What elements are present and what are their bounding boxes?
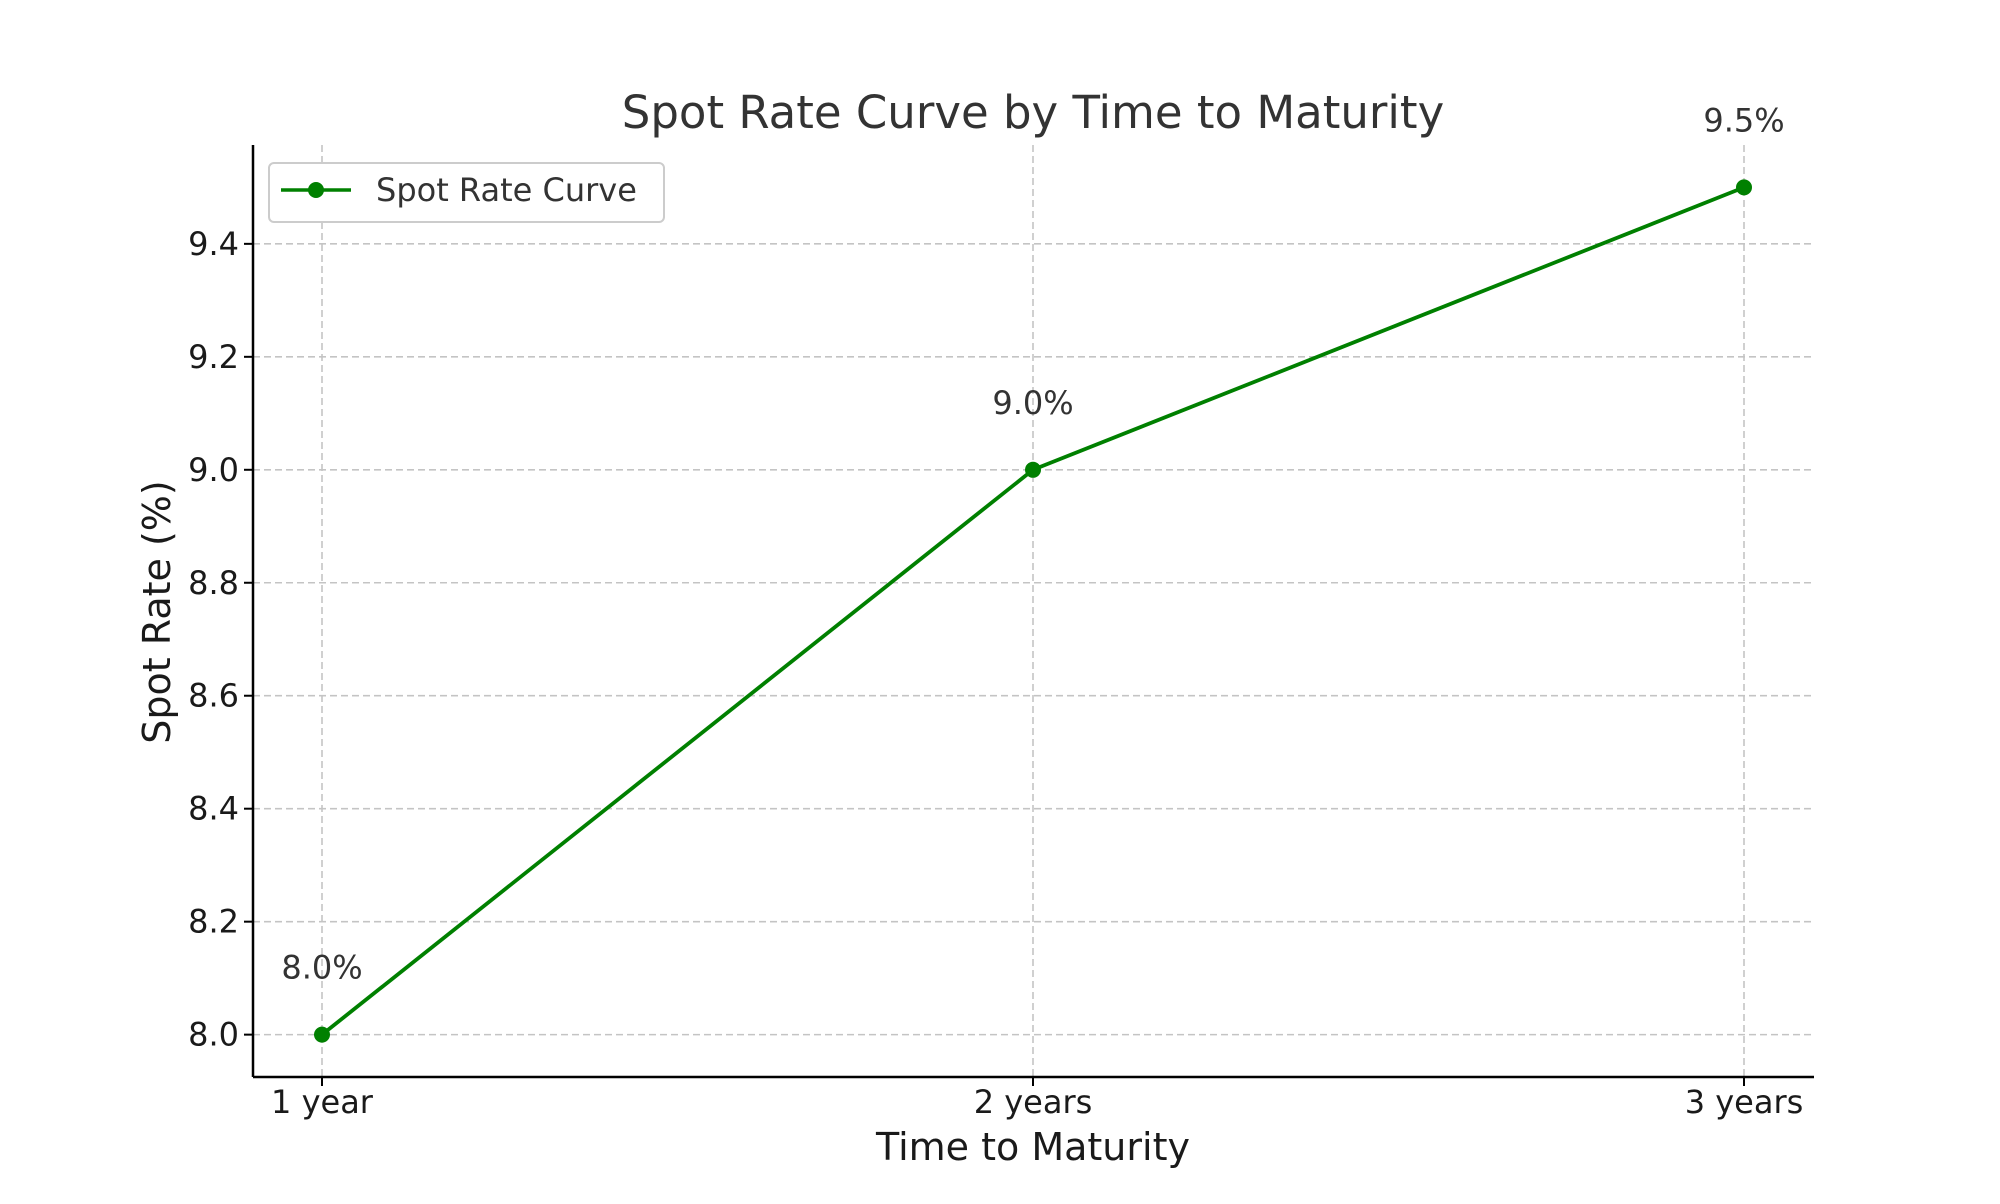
y-tick-label: 8.8 (188, 564, 239, 602)
data-point (314, 1026, 330, 1043)
y-tick-label: 8.4 (188, 790, 239, 828)
data-point (1736, 179, 1752, 196)
x-tick-label: 2 years (974, 1083, 1093, 1121)
grid (253, 145, 1814, 1077)
y-tick-label: 8.6 (188, 677, 239, 715)
data-labels: 8.0% 9.0% 9.5% (281, 101, 1784, 986)
data-label: 9.5% (1703, 101, 1784, 139)
chart-title: Spot Rate Curve by Time to Maturity (622, 86, 1444, 139)
x-tick-label: 1 year (271, 1083, 374, 1121)
data-label: 8.0% (281, 949, 362, 987)
x-ticks: 1 year 2 years 3 years (271, 1077, 1803, 1121)
legend-marker-swatch (308, 182, 324, 198)
y-ticks: 8.0 8.2 8.4 8.6 8.8 9.0 9.2 9.4 (188, 225, 253, 1054)
legend-label: Spot Rate Curve (376, 171, 637, 209)
series (314, 179, 1752, 1043)
legend: Spot Rate Curve (268, 162, 665, 223)
y-tick-label: 8.0 (188, 1016, 239, 1054)
y-tick-label: 9.0 (188, 451, 239, 489)
data-point (1025, 461, 1041, 478)
x-axis-label: Time to Maturity (875, 1125, 1190, 1169)
data-label: 9.0% (992, 384, 1073, 422)
y-tick-label: 8.2 (188, 903, 239, 941)
legend-box (268, 162, 665, 223)
y-axis-label: Spot Rate (%) (135, 480, 179, 743)
x-tick-label: 3 years (1685, 1083, 1804, 1121)
y-tick-label: 9.4 (188, 225, 239, 263)
y-tick-label: 9.2 (188, 338, 239, 376)
